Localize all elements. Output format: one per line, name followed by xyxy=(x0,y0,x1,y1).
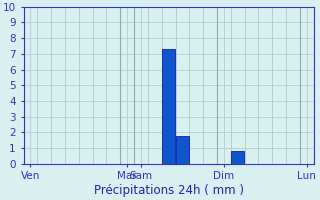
X-axis label: Précipitations 24h ( mm ): Précipitations 24h ( mm ) xyxy=(94,184,244,197)
Bar xyxy=(176,136,189,164)
Bar xyxy=(231,151,244,164)
Bar xyxy=(162,49,175,164)
